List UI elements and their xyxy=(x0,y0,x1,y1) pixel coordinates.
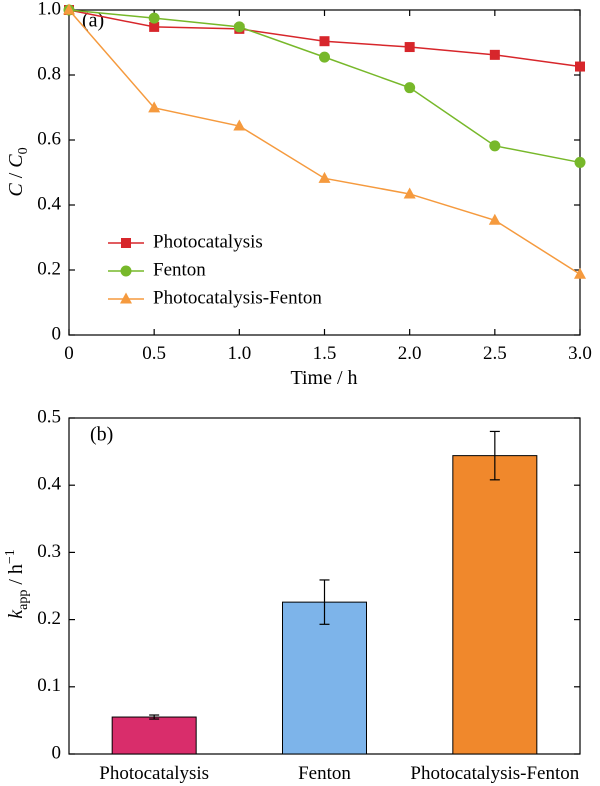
x-tick-label: 0.5 xyxy=(142,343,166,364)
panel-b-y-title-sub: app xyxy=(16,590,31,610)
data-point xyxy=(63,3,75,15)
panel-b-y-title-k: k xyxy=(5,609,27,619)
data-point xyxy=(233,119,246,131)
data-point xyxy=(489,140,501,152)
bar-group xyxy=(111,714,197,755)
legend-item: Photocatalysis xyxy=(108,231,263,252)
y-tick-label: 1.0 xyxy=(37,0,61,19)
data-point xyxy=(574,267,586,279)
y-tick-label: 0.6 xyxy=(37,128,61,149)
panel-b-y-ticks: 0 0.1 0.2 0.3 0.4 0.5 xyxy=(37,406,580,763)
y-tick-label: 0.4 xyxy=(37,193,61,214)
series-line xyxy=(68,9,581,164)
legend-label: Photocatalysis-Fenton xyxy=(153,287,322,308)
panel-a-y-ticks: 0 0.2 0.4 0.6 0.8 1.0 xyxy=(37,0,580,344)
y-tick-label: 0.8 xyxy=(37,63,61,84)
x-tick-label: 3.0 xyxy=(568,343,592,364)
y-tick-label: 0.2 xyxy=(37,258,61,279)
panel-b-category-labels: Photocatalysis Fenton Photocatalysis-Fento… xyxy=(99,763,579,784)
data-point xyxy=(148,12,160,24)
legend-item: Photocatalysis-Fenton xyxy=(108,287,322,308)
panel-a-y-title-c0: C xyxy=(5,154,27,168)
y-tick-label: 0.2 xyxy=(37,608,61,629)
series-line xyxy=(68,9,581,275)
legend-item: Fenton xyxy=(108,259,206,280)
panel-b-tag: (b) xyxy=(90,424,113,446)
data-point xyxy=(404,82,416,94)
panel-a-series xyxy=(63,3,586,279)
y-tick-label: 0.5 xyxy=(37,406,61,427)
panel-a-line-chart: (a) 0 0.5 1.0 1.5 2.0 2.5 3.0 0 0.2 0.4 0.6 0.8 1.0… xyxy=(5,0,592,389)
bar-group xyxy=(282,579,367,755)
category-label: Fenton xyxy=(298,763,351,784)
panel-a-x-ticks: 0 0.5 1.0 1.5 2.0 2.5 3.0 xyxy=(64,10,592,364)
data-point xyxy=(149,21,160,32)
legend-marker xyxy=(120,265,132,277)
panel-a-tag: (a) xyxy=(82,10,104,32)
x-tick-label: 1.0 xyxy=(227,343,251,364)
data-point xyxy=(489,49,500,60)
y-tick-label: 0 xyxy=(52,323,62,344)
y-tick-label: 0.1 xyxy=(37,675,61,696)
data-point xyxy=(319,36,330,47)
legend-marker xyxy=(121,238,131,248)
bar xyxy=(111,716,197,755)
category-label: Photocatalysis xyxy=(99,763,209,784)
x-tick-label: 2.0 xyxy=(398,343,422,364)
bar xyxy=(282,601,367,755)
legend-label: Photocatalysis xyxy=(153,231,263,252)
data-point xyxy=(233,21,245,33)
y-tick-label: 0.4 xyxy=(37,474,61,495)
bar-group xyxy=(452,430,538,755)
y-tick-label: 0 xyxy=(52,742,62,763)
panel-b-y-axis-title: kapp / h−1 xyxy=(3,549,31,619)
panel-b-y-title-unit: / h xyxy=(5,564,27,590)
data-point xyxy=(575,61,585,72)
data-point xyxy=(318,171,331,183)
panel-a-x-axis-title: Time / h xyxy=(290,367,357,389)
panel-a-y-title-sep: / xyxy=(5,168,27,184)
panel-b-y-title-sup: −1 xyxy=(3,549,18,564)
bar xyxy=(452,455,538,755)
legend-marker xyxy=(120,292,132,304)
data-point xyxy=(404,42,415,53)
data-point xyxy=(574,156,586,168)
panel-b-bars xyxy=(111,430,538,755)
x-tick-label: 1.5 xyxy=(313,343,337,364)
category-label: Photocatalysis-Fenton xyxy=(410,763,579,784)
panel-a-legend: Photocatalysis Fenton Photocatalysis-Fento… xyxy=(108,231,322,308)
x-tick-label: 2.5 xyxy=(483,343,507,364)
data-point xyxy=(148,101,161,113)
legend-label: Fenton xyxy=(153,259,206,280)
x-tick-label: 0 xyxy=(64,343,74,364)
y-tick-label: 0.3 xyxy=(37,541,61,562)
panel-b-bar-chart: (b) 0 0.1 0.2 0.3 0.4 0.5 Photocatalysis Fento… xyxy=(3,406,581,784)
data-point xyxy=(319,51,330,63)
panel-a-y-axis-title: C / C0 xyxy=(5,147,31,196)
panel-a-y-title-c: C xyxy=(5,183,27,197)
panel-a-y-title-sub: 0 xyxy=(16,147,31,154)
data-point xyxy=(488,213,501,225)
series-circle xyxy=(63,4,586,168)
data-point xyxy=(403,187,416,199)
series-triangle xyxy=(63,3,586,279)
